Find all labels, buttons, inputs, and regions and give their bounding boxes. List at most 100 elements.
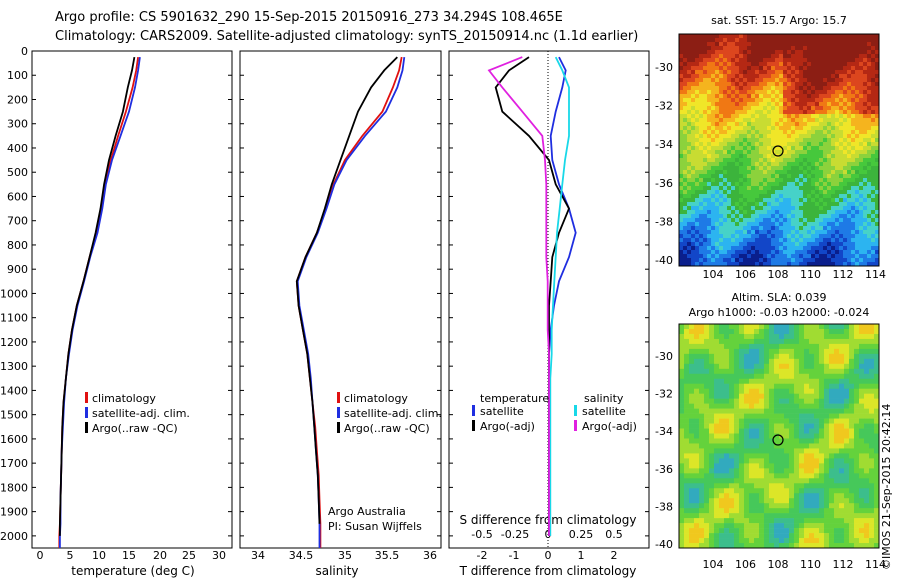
sst-cell	[819, 218, 824, 223]
sla-cell	[859, 438, 865, 444]
sst-cell	[723, 242, 728, 247]
sla-cell	[734, 418, 740, 424]
sst-cell	[723, 98, 728, 103]
sst-cell	[759, 138, 764, 143]
sst-cell	[703, 118, 708, 123]
sst-cell	[739, 218, 744, 223]
sst-cell	[839, 202, 844, 207]
sla-cell	[854, 393, 860, 399]
sst-cell	[755, 230, 760, 235]
sst-cell	[867, 142, 872, 147]
sla-cell	[854, 438, 860, 444]
sst-cell	[847, 170, 852, 175]
sst-cell	[691, 214, 696, 219]
sla-cell	[789, 488, 795, 494]
sst-cell	[811, 134, 816, 139]
sst-cell	[811, 126, 816, 131]
sla-cell	[699, 418, 705, 424]
sst-cell	[747, 178, 752, 183]
sst-cell	[863, 234, 868, 239]
sst-cell	[791, 186, 796, 191]
sla-cell	[799, 478, 805, 484]
sla-cell	[704, 443, 710, 449]
sst-cell	[711, 182, 716, 187]
sst-cell	[767, 262, 772, 267]
sst-cell	[735, 242, 740, 247]
sla-cell	[844, 428, 850, 434]
sst-cell	[811, 174, 816, 179]
sst-cell	[699, 142, 704, 147]
sst-cell	[731, 110, 736, 115]
sla-cell	[739, 368, 745, 375]
sla-cell	[839, 543, 845, 549]
sst-cell	[699, 174, 704, 179]
sla-cell	[869, 543, 875, 549]
sst-cell	[747, 250, 752, 255]
sst-cell	[787, 138, 792, 143]
sst-cell	[743, 134, 748, 139]
sst-cell	[711, 150, 716, 155]
sst-cell	[823, 150, 828, 155]
sst-cell	[759, 222, 764, 227]
sst-cell	[703, 166, 708, 171]
sst-cell	[699, 122, 704, 127]
sst-cell	[719, 162, 724, 167]
sst-cell	[807, 194, 812, 199]
sst-cell	[767, 170, 772, 175]
sla-cell	[789, 468, 795, 474]
sst-cell	[779, 42, 784, 47]
sst-cell	[743, 198, 748, 203]
sst-cell	[779, 154, 784, 159]
sst-cell	[683, 254, 688, 259]
sst-cell	[839, 178, 844, 183]
sla-cell	[679, 438, 685, 444]
sst-cell	[687, 202, 692, 207]
sla-cell	[859, 448, 865, 454]
sst-cell	[743, 82, 748, 87]
sst-cell	[687, 214, 692, 219]
sst-cell	[831, 138, 836, 143]
sst-cell	[707, 106, 712, 111]
sst-cell	[731, 50, 736, 55]
sst-cell	[695, 74, 700, 79]
sst-cell	[867, 74, 872, 79]
sst-cell	[839, 126, 844, 131]
sst-cell	[747, 46, 752, 51]
sst-cell	[711, 98, 716, 103]
sst-cell	[851, 82, 856, 87]
sst-cell	[719, 86, 724, 91]
sst-cell	[791, 106, 796, 111]
sst-cell	[819, 58, 824, 63]
sst-cell	[759, 254, 764, 259]
sla-cell	[744, 498, 750, 504]
sst-cell	[863, 54, 868, 59]
sla-cell	[779, 518, 785, 524]
sst-cell	[851, 62, 856, 67]
sla-cell	[834, 468, 840, 474]
sst-cell	[863, 50, 868, 55]
sla-cell	[709, 428, 715, 434]
sst-cell	[863, 122, 868, 127]
sla-cell	[764, 348, 770, 355]
sst-cell	[695, 98, 700, 103]
sst-cell	[767, 130, 772, 135]
sla-cell	[694, 488, 700, 494]
sla-cell	[689, 393, 695, 399]
sla-cell	[769, 483, 775, 489]
sst-cell	[855, 150, 860, 155]
sla-cell	[834, 438, 840, 444]
sst-cell	[795, 182, 800, 187]
sst-cell	[719, 170, 724, 175]
sla-cell	[774, 543, 780, 549]
sst-cell	[739, 58, 744, 63]
sst-cell	[851, 158, 856, 163]
sst-cell	[847, 206, 852, 211]
sla-cell	[749, 333, 755, 340]
sst-cell	[839, 150, 844, 155]
sst-cell	[695, 54, 700, 59]
sst-cell	[707, 98, 712, 103]
sla-cell	[824, 478, 830, 484]
sst-cell	[819, 78, 824, 83]
sla-cell	[769, 473, 775, 479]
sst-cell	[771, 98, 776, 103]
